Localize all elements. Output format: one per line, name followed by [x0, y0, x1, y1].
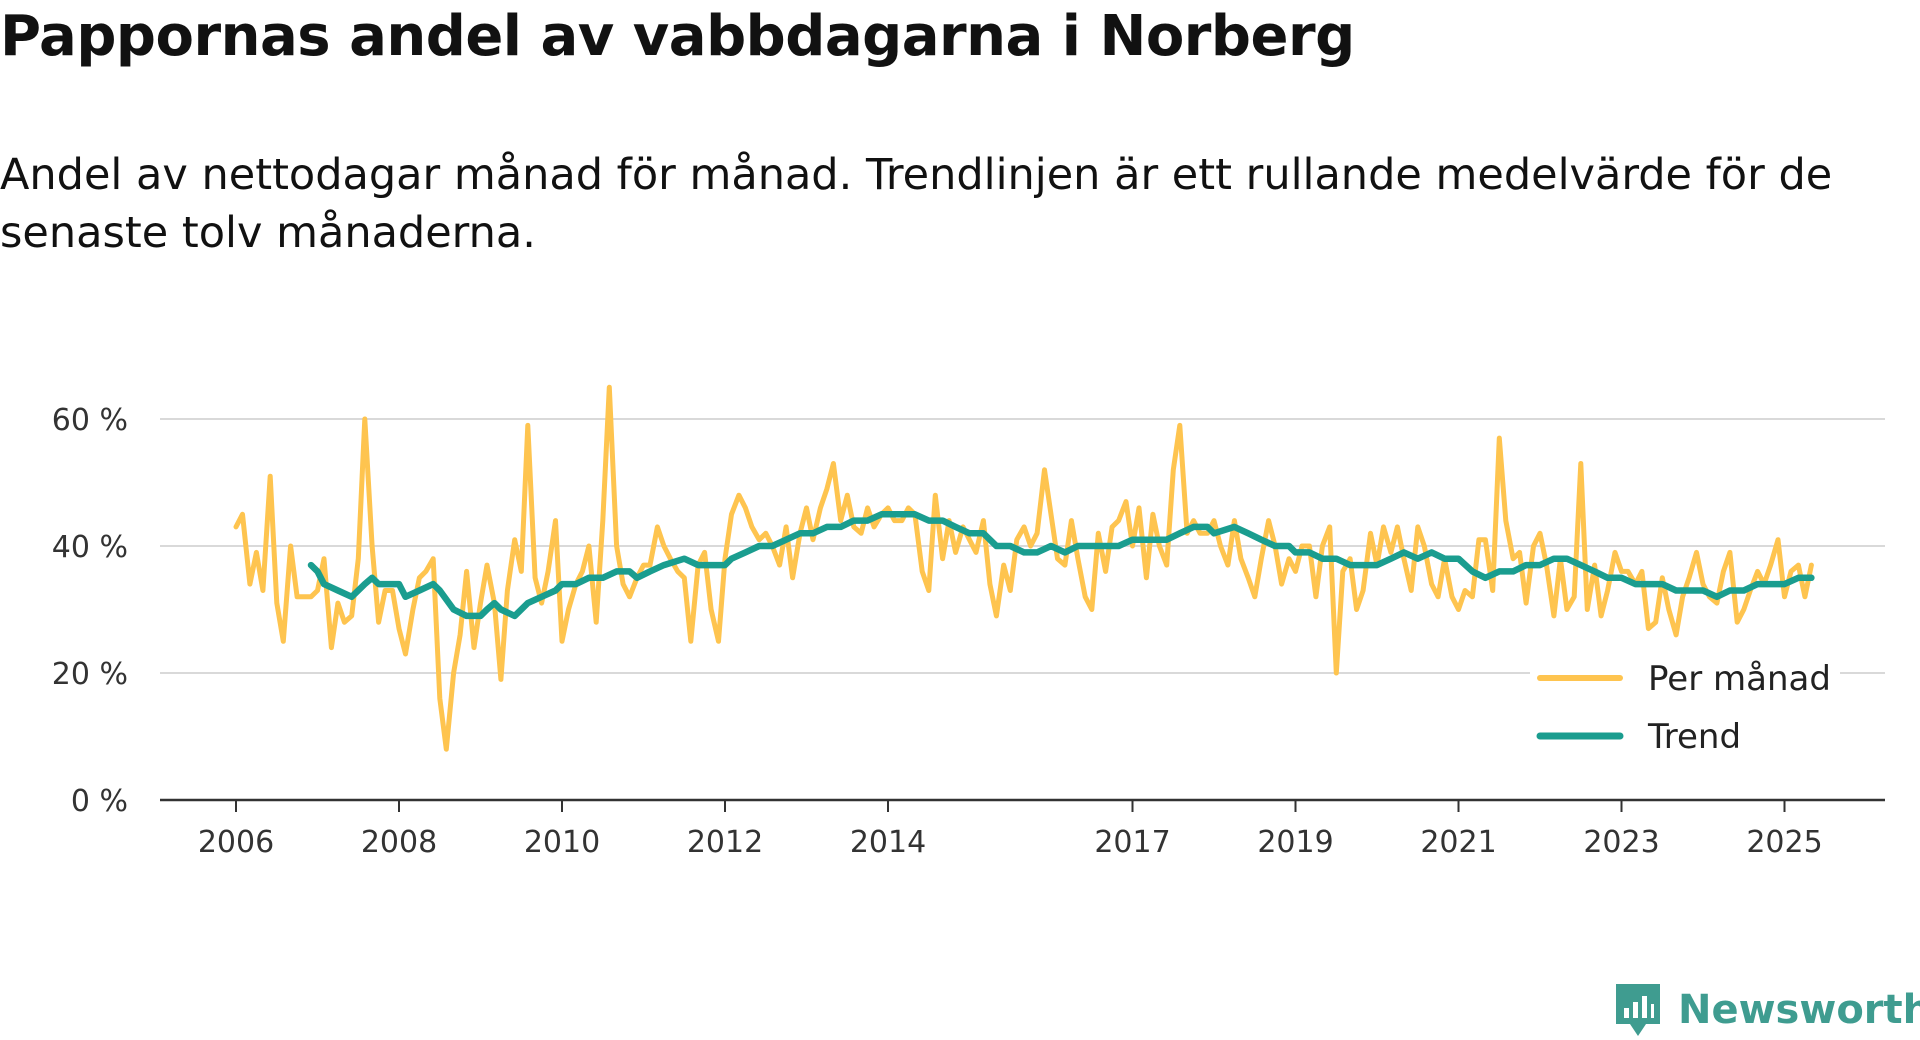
- chart-legend: Per månad Trend: [1530, 659, 1840, 764]
- legend-background: [1530, 666, 1840, 706]
- x-tick-label: 2023: [1583, 825, 1659, 860]
- legend-background: [1530, 724, 1840, 764]
- line-chart: 0 % 20 % 40 % 60 % 2006 2008 2010 2012 2014 2017 2…: [52, 384, 1885, 860]
- x-tick-label: 2019: [1257, 825, 1333, 860]
- chart-subtitle: Andel av nettodagar månad för månad. Tre…: [0, 150, 1833, 258]
- series-line-per-manad: [233, 384, 1814, 752]
- legend-label: Per månad: [1648, 659, 1831, 699]
- y-tick-label: 40 %: [52, 530, 128, 565]
- axes: 0 % 20 % 40 % 60 % 2006 2008 2010 2012 2014 2017 2…: [52, 403, 1885, 860]
- x-tick-label: 2014: [850, 825, 926, 860]
- chart-title: Pappornas andel av vabbdagarna i Norberg: [0, 4, 1355, 69]
- x-tick-label: 2025: [1746, 825, 1822, 860]
- newsworthy-brand: Newsworthy: [1612, 980, 1920, 1040]
- grid-lines: [160, 418, 1885, 674]
- bar-chart-logo-icon: [1616, 984, 1660, 1036]
- x-tick-label: 2017: [1094, 825, 1170, 860]
- series-line-trend: [307, 511, 1815, 620]
- legend-label: Trend: [1647, 717, 1741, 757]
- x-tick-label: 2006: [198, 825, 274, 860]
- brand-name: Newsworthy: [1678, 987, 1920, 1033]
- x-tick-label: 2010: [524, 825, 600, 860]
- y-tick-label: 60 %: [52, 403, 128, 438]
- chart-series: [233, 384, 1815, 752]
- y-tick-label: 20 %: [52, 657, 128, 692]
- x-tick-label: 2008: [361, 825, 437, 860]
- x-tick-label: 2021: [1420, 825, 1496, 860]
- y-tick-label: 0 %: [71, 784, 128, 819]
- x-tick-label: 2012: [687, 825, 763, 860]
